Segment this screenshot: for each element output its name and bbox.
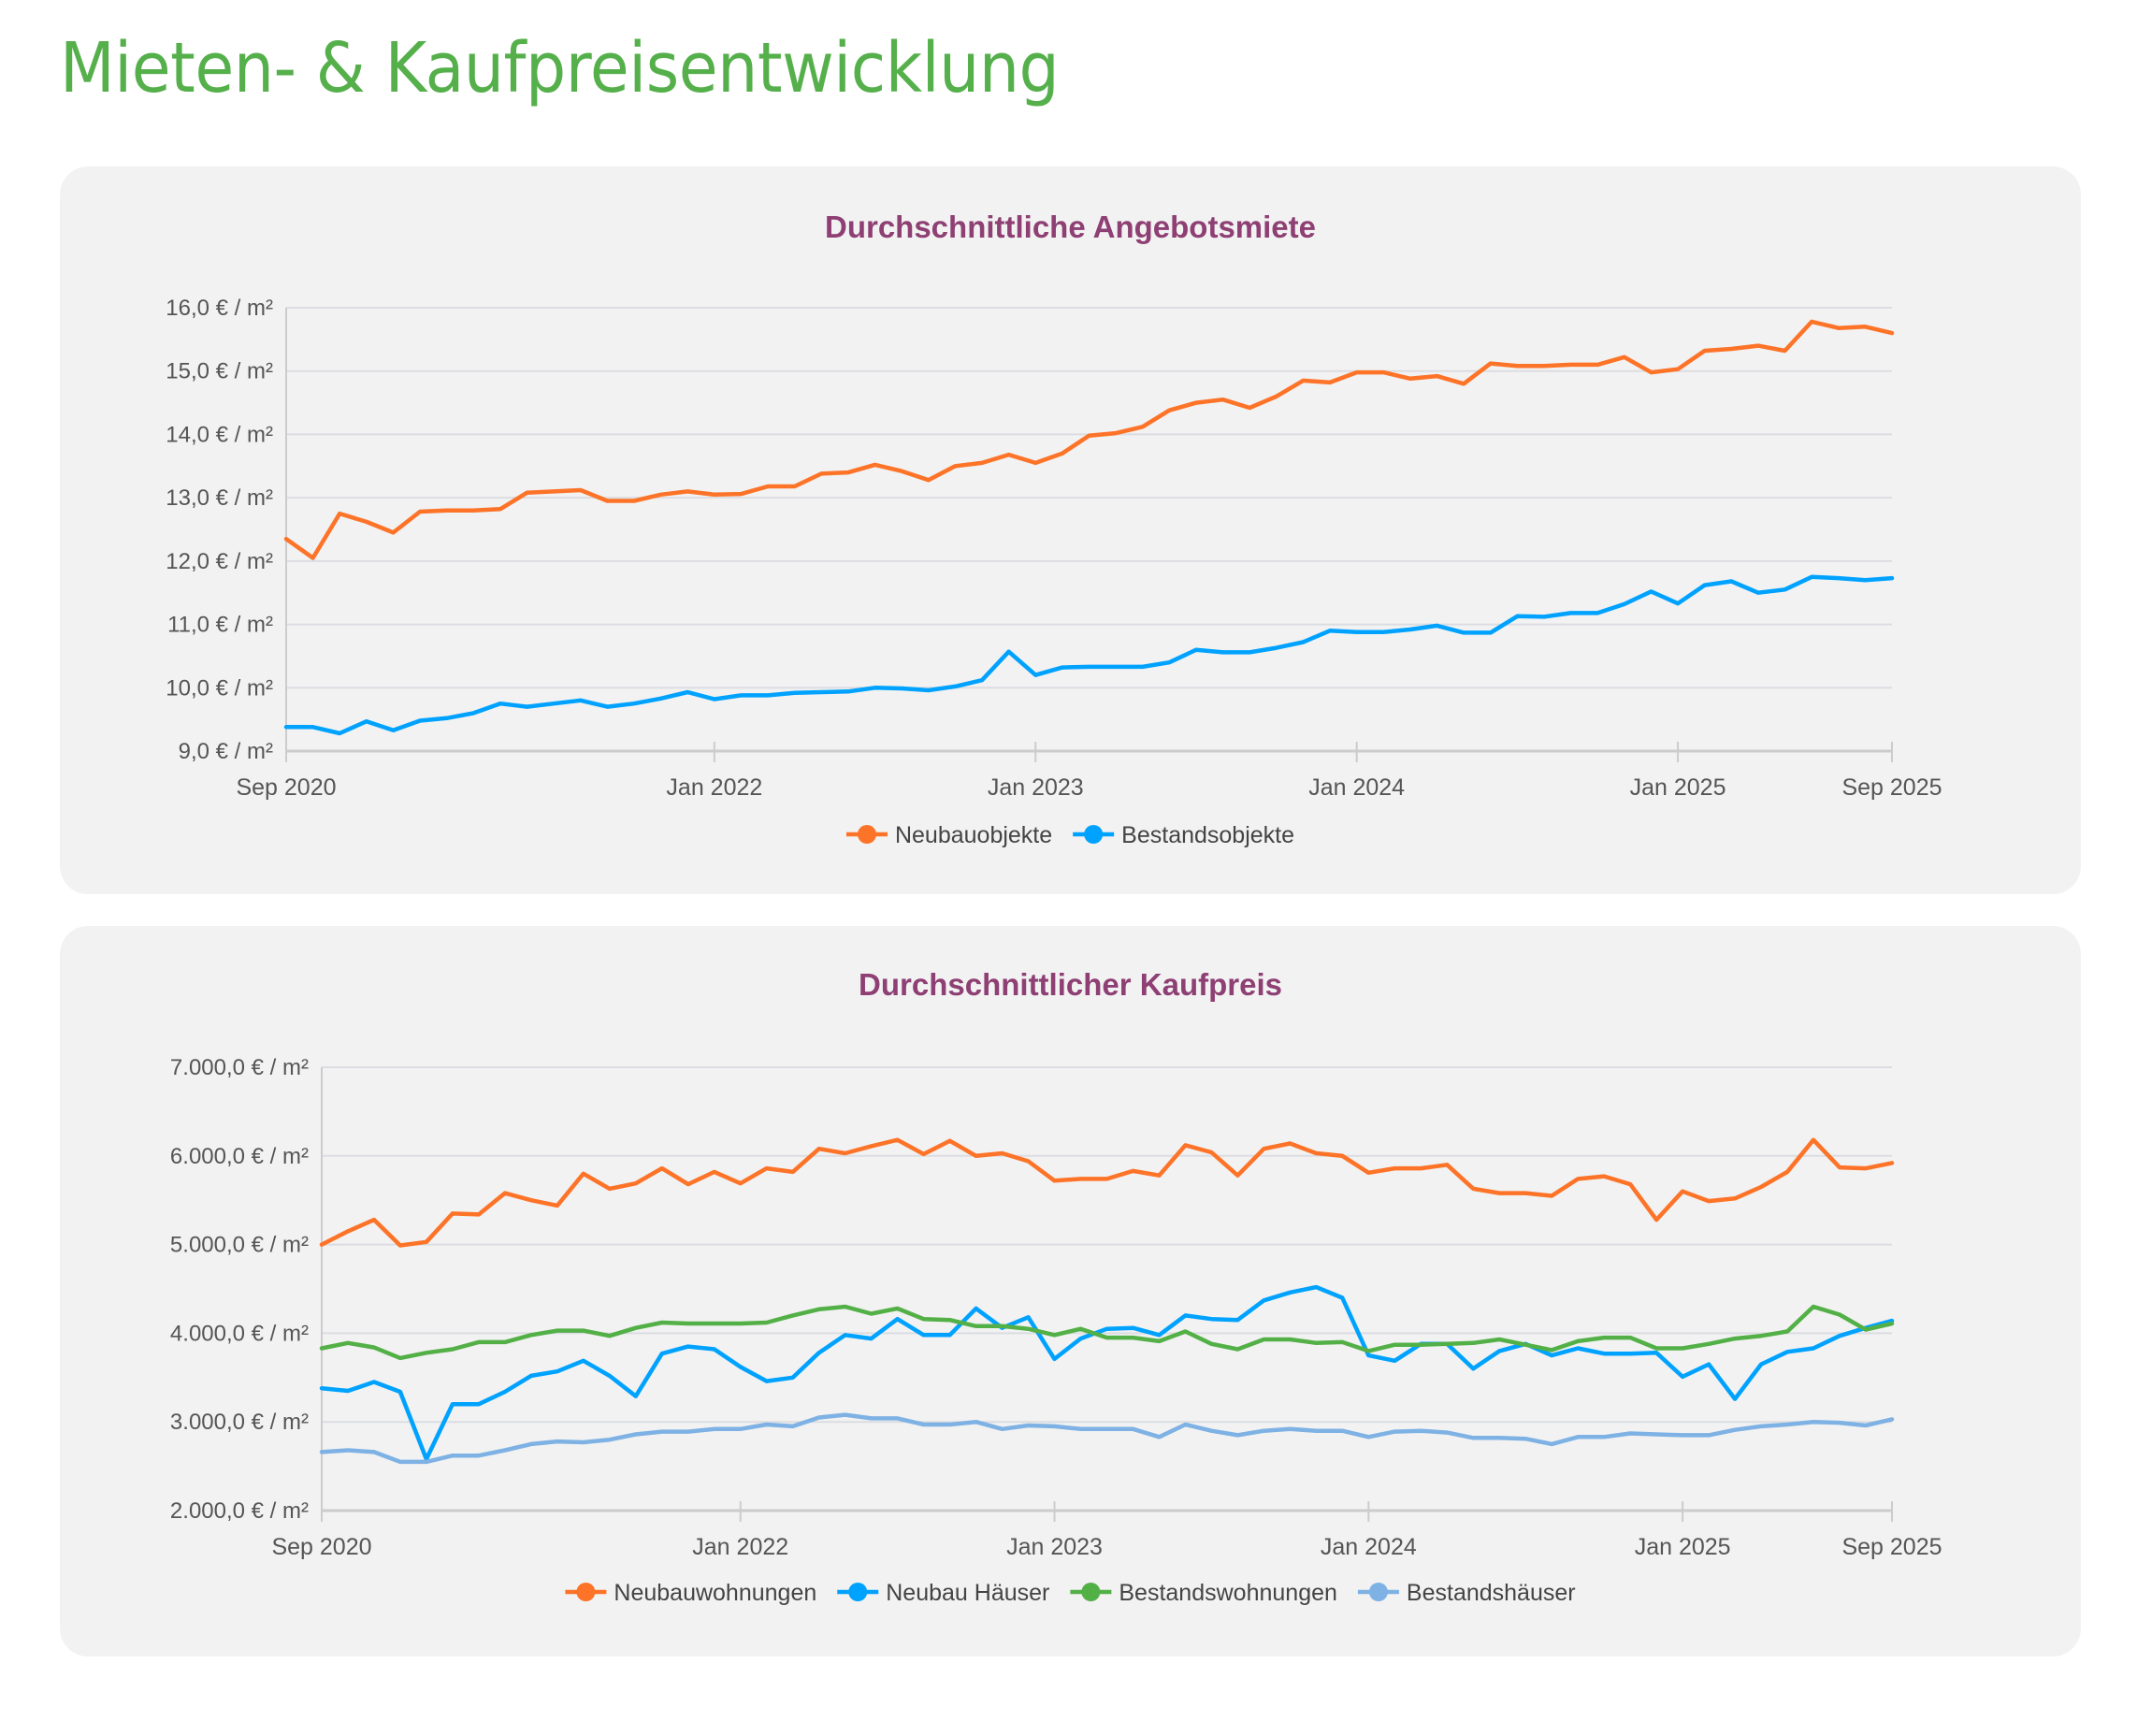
series-line-bestandswohnungen	[319, 1304, 1895, 1361]
legend-label: Bestandshäuser	[1407, 1580, 1576, 1606]
legend-label: Neubauobjekte	[895, 822, 1052, 848]
legend-label: Bestandswohnungen	[1119, 1580, 1337, 1606]
y-tick-label: 13,0 € / m²	[166, 485, 273, 511]
y-tick-label: 10,0 € / m²	[166, 675, 273, 701]
y-tick-label: 5.000,0 € / m²	[170, 1233, 309, 1258]
price-chart-card: Durchschnittlicher Kaufpreis 2.000,0 € /…	[60, 926, 2081, 1656]
y-tick-label: 6.000,0 € / m²	[170, 1144, 309, 1169]
y-tick-label: 3.000,0 € / m²	[170, 1410, 309, 1435]
x-tick-label: Jan 2022	[666, 774, 762, 801]
y-tick-label: 14,0 € / m²	[166, 422, 273, 447]
series-line-bestandsobjekte	[283, 574, 1895, 736]
legend-marker-icon	[576, 1583, 596, 1601]
series-line-neubau-h-user	[319, 1284, 1895, 1462]
legend-item[interactable]: Neubau Häuser	[837, 1580, 1049, 1606]
y-tick-label: 2.000,0 € / m²	[170, 1498, 309, 1524]
series-line-bestandsh-user	[319, 1412, 1895, 1465]
legend-item[interactable]: Neubauwohnungen	[565, 1580, 816, 1606]
x-tick-label: Jan 2024	[1308, 774, 1405, 801]
rent-line-chart: 9,0 € / m² 10,0 € / m² 11,0 € / m² 12,0 € /…	[166, 296, 1942, 848]
legend-marker-icon	[848, 1583, 868, 1601]
legend-label: Bestandsobjekte	[1121, 822, 1294, 848]
legend-item[interactable]: Bestandsobjekte	[1073, 822, 1294, 848]
x-tick-label: Sep 2020	[271, 1534, 371, 1560]
legend-marker-icon	[1081, 1583, 1101, 1601]
legend-marker-icon	[1084, 825, 1104, 844]
y-tick-label: 15,0 € / m²	[166, 359, 273, 384]
chart-title: Durchschnittlicher Kaufpreis	[859, 967, 1282, 1002]
legend-item[interactable]: Bestandswohnungen	[1070, 1580, 1337, 1606]
x-tick-label: Jan 2024	[1321, 1534, 1417, 1560]
legend-label: Neubau Häuser	[886, 1580, 1049, 1606]
rent-chart-card: Durchschnittliche Angebotsmiete 9,0 € / …	[60, 166, 2081, 894]
legend-label: Neubauwohnungen	[614, 1580, 816, 1606]
x-tick-label: Sep 2020	[236, 774, 336, 801]
series-line-neubauobjekte	[283, 319, 1895, 560]
chart-title: Durchschnittliche Angebotsmiete	[824, 210, 1317, 244]
y-tick-label: 4.000,0 € / m²	[170, 1321, 309, 1346]
x-tick-label: Jan 2025	[1635, 1534, 1731, 1560]
legend-item[interactable]: Bestandshäuser	[1357, 1580, 1576, 1606]
price-line-chart: 2.000,0 € / m² 3.000,0 € / m² 4.000,0 € / …	[170, 1055, 1942, 1606]
x-tick-label: Jan 2022	[692, 1534, 788, 1560]
x-tick-label: Jan 2023	[988, 774, 1084, 801]
chart-legend: Neubauwohnungen Neubau Häuser Bestandswohn…	[565, 1580, 1576, 1606]
chart-legend: Neubauobjekte Bestandsobjekte	[845, 822, 1294, 848]
x-tick-label: Jan 2025	[1630, 774, 1726, 801]
y-tick-label: 16,0 € / m²	[166, 296, 273, 321]
y-tick-label: 9,0 € / m²	[179, 739, 273, 764]
series-line-neubauwohnungen	[319, 1137, 1895, 1248]
x-tick-label: Sep 2025	[1841, 1534, 1942, 1560]
x-tick-label: Sep 2025	[1841, 774, 1942, 801]
y-tick-label: 12,0 € / m²	[166, 549, 273, 574]
legend-item[interactable]: Neubauobjekte	[845, 822, 1052, 848]
y-tick-label: 7.000,0 € / m²	[170, 1055, 309, 1080]
y-tick-label: 11,0 € / m²	[167, 613, 273, 638]
legend-marker-icon	[857, 825, 876, 844]
page-title: Mieten- & Kaufpreisentwicklung	[60, 28, 1060, 108]
legend-marker-icon	[1368, 1583, 1388, 1601]
x-tick-label: Jan 2023	[1006, 1534, 1103, 1560]
